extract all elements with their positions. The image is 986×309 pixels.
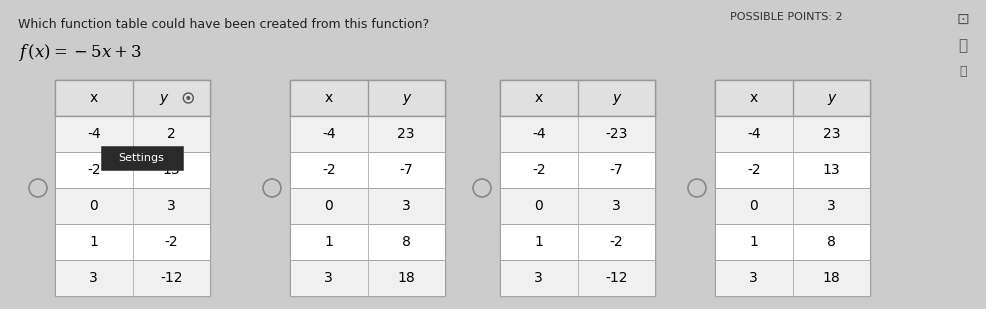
Text: 1: 1 bbox=[324, 235, 333, 249]
Text: x: x bbox=[748, 91, 757, 105]
Circle shape bbox=[186, 96, 190, 100]
Text: 1: 1 bbox=[533, 235, 542, 249]
Text: 0: 0 bbox=[533, 199, 542, 213]
FancyBboxPatch shape bbox=[714, 80, 869, 296]
FancyBboxPatch shape bbox=[500, 260, 655, 296]
Text: 3: 3 bbox=[401, 199, 410, 213]
FancyBboxPatch shape bbox=[55, 188, 210, 224]
FancyBboxPatch shape bbox=[714, 80, 869, 116]
Text: 1: 1 bbox=[89, 235, 98, 249]
Text: -4: -4 bbox=[531, 127, 545, 141]
FancyBboxPatch shape bbox=[290, 188, 445, 224]
Text: -7: -7 bbox=[399, 163, 413, 177]
Text: -12: -12 bbox=[604, 271, 627, 285]
FancyBboxPatch shape bbox=[500, 188, 655, 224]
FancyBboxPatch shape bbox=[290, 80, 445, 116]
FancyBboxPatch shape bbox=[500, 116, 655, 152]
FancyBboxPatch shape bbox=[55, 80, 210, 116]
FancyBboxPatch shape bbox=[290, 80, 445, 296]
Text: 23: 23 bbox=[821, 127, 839, 141]
FancyBboxPatch shape bbox=[714, 116, 869, 152]
Text: 8: 8 bbox=[401, 235, 410, 249]
FancyBboxPatch shape bbox=[290, 152, 445, 188]
Text: $f\,(x) = -5x + 3$: $f\,(x) = -5x + 3$ bbox=[18, 42, 142, 63]
FancyBboxPatch shape bbox=[500, 80, 655, 296]
Text: 18: 18 bbox=[397, 271, 415, 285]
FancyBboxPatch shape bbox=[55, 224, 210, 260]
Text: y: y bbox=[611, 91, 620, 105]
Text: 0: 0 bbox=[324, 199, 333, 213]
Text: -2: -2 bbox=[321, 163, 335, 177]
FancyBboxPatch shape bbox=[500, 224, 655, 260]
Text: -4: -4 bbox=[746, 127, 760, 141]
Text: ⊡: ⊡ bbox=[955, 12, 968, 27]
Text: 18: 18 bbox=[821, 271, 839, 285]
Text: ⓘ: ⓘ bbox=[957, 38, 966, 53]
FancyBboxPatch shape bbox=[55, 80, 210, 296]
Text: 23: 23 bbox=[397, 127, 414, 141]
Text: x: x bbox=[534, 91, 542, 105]
Text: 3: 3 bbox=[90, 271, 98, 285]
Text: 0: 0 bbox=[90, 199, 98, 213]
FancyBboxPatch shape bbox=[714, 152, 869, 188]
Text: 3: 3 bbox=[533, 271, 542, 285]
Text: 13: 13 bbox=[163, 163, 179, 177]
FancyBboxPatch shape bbox=[101, 146, 182, 170]
FancyBboxPatch shape bbox=[55, 116, 210, 152]
Text: -4: -4 bbox=[321, 127, 335, 141]
Text: 13: 13 bbox=[821, 163, 839, 177]
Text: -12: -12 bbox=[160, 271, 182, 285]
Text: POSSIBLE POINTS: 2: POSSIBLE POINTS: 2 bbox=[730, 12, 842, 22]
Text: Which function table could have been created from this function?: Which function table could have been cre… bbox=[18, 18, 429, 31]
Text: -2: -2 bbox=[608, 235, 622, 249]
FancyBboxPatch shape bbox=[55, 152, 210, 188]
FancyBboxPatch shape bbox=[714, 188, 869, 224]
Text: -2: -2 bbox=[746, 163, 760, 177]
Text: x: x bbox=[324, 91, 332, 105]
Text: Settings: Settings bbox=[118, 153, 165, 163]
FancyBboxPatch shape bbox=[55, 260, 210, 296]
Text: 3: 3 bbox=[826, 199, 835, 213]
FancyBboxPatch shape bbox=[290, 224, 445, 260]
Text: 3: 3 bbox=[748, 271, 757, 285]
Text: -2: -2 bbox=[165, 235, 177, 249]
Text: ⬜: ⬜ bbox=[958, 65, 965, 78]
Text: -4: -4 bbox=[87, 127, 101, 141]
Text: y: y bbox=[826, 91, 834, 105]
Text: 1: 1 bbox=[748, 235, 757, 249]
FancyBboxPatch shape bbox=[290, 116, 445, 152]
Text: 3: 3 bbox=[324, 271, 333, 285]
Text: -2: -2 bbox=[531, 163, 545, 177]
FancyBboxPatch shape bbox=[500, 80, 655, 116]
Text: -2: -2 bbox=[87, 163, 101, 177]
FancyBboxPatch shape bbox=[714, 224, 869, 260]
Text: y: y bbox=[401, 91, 410, 105]
Text: 3: 3 bbox=[611, 199, 620, 213]
Text: -7: -7 bbox=[608, 163, 622, 177]
FancyBboxPatch shape bbox=[714, 260, 869, 296]
Text: 8: 8 bbox=[826, 235, 835, 249]
FancyBboxPatch shape bbox=[500, 152, 655, 188]
Text: 3: 3 bbox=[167, 199, 176, 213]
Text: 2: 2 bbox=[167, 127, 176, 141]
FancyBboxPatch shape bbox=[290, 260, 445, 296]
Text: y: y bbox=[159, 91, 168, 105]
Text: x: x bbox=[90, 91, 98, 105]
Text: 0: 0 bbox=[748, 199, 757, 213]
Text: -23: -23 bbox=[604, 127, 627, 141]
